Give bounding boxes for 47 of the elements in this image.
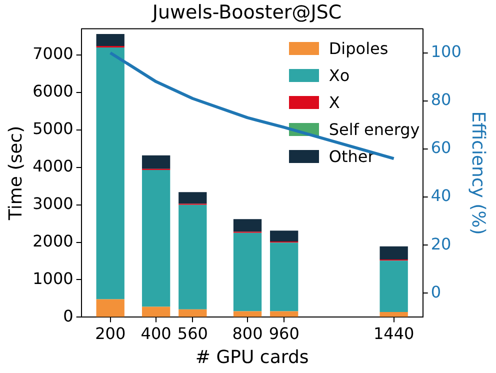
bar bbox=[270, 311, 298, 317]
bar bbox=[96, 48, 124, 300]
legend-label: X bbox=[328, 92, 340, 112]
bar bbox=[233, 219, 262, 232]
legend-label: Other bbox=[328, 146, 374, 166]
bar bbox=[233, 311, 262, 317]
x-tick-label: 560 bbox=[177, 324, 208, 343]
y2-tick-label: 100 bbox=[430, 42, 462, 61]
bar bbox=[96, 299, 124, 317]
bar bbox=[380, 246, 408, 260]
x-tick-label: 200 bbox=[95, 324, 126, 343]
y-tick-label: 5000 bbox=[32, 119, 74, 138]
y-tick-label: 0 bbox=[63, 306, 74, 326]
bar bbox=[270, 242, 298, 312]
y-tick-label: 2000 bbox=[32, 231, 74, 250]
legend-label: Self energy bbox=[328, 120, 420, 139]
y-tick-label: 3000 bbox=[32, 194, 74, 213]
bar bbox=[380, 260, 408, 312]
x-tick-label: 800 bbox=[232, 324, 263, 343]
y-tick-label: 6000 bbox=[32, 82, 74, 101]
y-tick-label: 1000 bbox=[32, 268, 74, 288]
chart-title: Juwels-Booster@JSC bbox=[151, 1, 342, 24]
bar bbox=[233, 232, 262, 312]
y2-tick-label: 60 bbox=[430, 138, 452, 158]
legend-label: Dipoles bbox=[328, 38, 388, 58]
x-tick-label: 1440 bbox=[373, 324, 414, 343]
y-axis-title: Time (sec) bbox=[5, 126, 26, 222]
bar bbox=[178, 204, 207, 310]
legend-label: Xo bbox=[328, 66, 350, 85]
y2-tick-label: 20 bbox=[430, 234, 452, 254]
bar bbox=[142, 170, 170, 307]
x-axis-title: # GPU cards bbox=[195, 346, 309, 368]
y-tick-label: 4000 bbox=[32, 156, 74, 176]
bar bbox=[178, 309, 207, 317]
x-tick-label: 400 bbox=[140, 324, 172, 343]
y-tick-label: 7000 bbox=[32, 44, 74, 64]
bar bbox=[142, 155, 170, 169]
y2-axis-title: Efficiency (%) bbox=[468, 111, 489, 235]
x-tick-label: 960 bbox=[268, 324, 300, 343]
bar bbox=[178, 192, 207, 204]
bar bbox=[380, 312, 408, 317]
y2-tick-label: 0 bbox=[430, 282, 442, 302]
bar bbox=[270, 230, 298, 242]
bar bbox=[142, 306, 170, 317]
bar bbox=[96, 34, 124, 46]
y2-tick-label: 40 bbox=[430, 186, 452, 206]
y2-tick-label: 80 bbox=[430, 90, 452, 110]
